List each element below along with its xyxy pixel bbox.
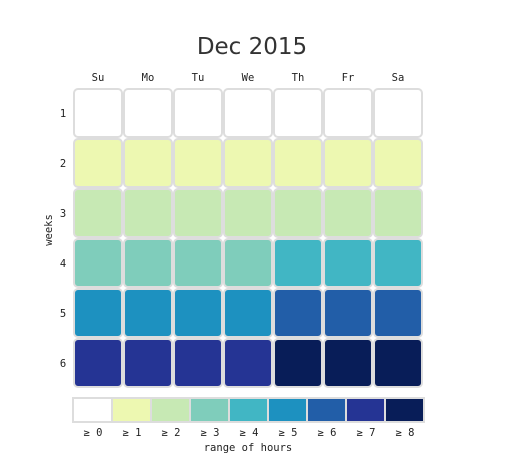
day-label-mo: Mo bbox=[142, 72, 155, 84]
chart-title: Dec 2015 bbox=[197, 34, 307, 60]
day-label-th: Th bbox=[292, 72, 305, 84]
legend-swatch bbox=[189, 397, 230, 423]
heatmap-cell bbox=[373, 188, 423, 238]
heatmap-cell bbox=[223, 188, 273, 238]
week-label-5: 5 bbox=[60, 308, 66, 320]
heatmap-cell bbox=[173, 288, 223, 338]
week-label-2: 2 bbox=[60, 158, 66, 170]
heatmap-cell bbox=[173, 338, 223, 388]
legend-label: ≥ 8 bbox=[396, 427, 415, 439]
heatmap-cell bbox=[123, 238, 173, 288]
heatmap-cell bbox=[123, 338, 173, 388]
legend-swatch bbox=[228, 397, 269, 423]
legend-swatch bbox=[345, 397, 386, 423]
heatmap-cell bbox=[73, 238, 123, 288]
heatmap-cell bbox=[323, 338, 373, 388]
legend-label: ≥ 6 bbox=[318, 427, 337, 439]
legend-swatch bbox=[150, 397, 191, 423]
heatmap-cell bbox=[173, 138, 223, 188]
heatmap-cell bbox=[273, 88, 323, 138]
heatmap-cell bbox=[73, 138, 123, 188]
heatmap-cell bbox=[373, 288, 423, 338]
day-label-sa: Sa bbox=[392, 72, 405, 84]
heatmap-cell bbox=[173, 238, 223, 288]
legend-swatch bbox=[384, 397, 425, 423]
heatmap-cell bbox=[123, 288, 173, 338]
legend-label: ≥ 3 bbox=[201, 427, 220, 439]
legend-label: ≥ 1 bbox=[123, 427, 142, 439]
legend-label: ≥ 7 bbox=[357, 427, 376, 439]
heatmap-cell bbox=[273, 138, 323, 188]
heatmap-cell bbox=[273, 188, 323, 238]
legend-label: ≥ 5 bbox=[279, 427, 298, 439]
week-label-3: 3 bbox=[60, 208, 66, 220]
day-label-we: We bbox=[242, 72, 255, 84]
legend-label: ≥ 4 bbox=[240, 427, 259, 439]
heatmap-cell bbox=[73, 288, 123, 338]
day-labels: Su Mo Tu We Th Fr Sa bbox=[92, 72, 405, 84]
legend-label: ≥ 2 bbox=[162, 427, 181, 439]
heatmap-cell bbox=[73, 188, 123, 238]
heatmap-cell bbox=[323, 288, 373, 338]
heatmap-cell bbox=[73, 338, 123, 388]
heatmap-cell bbox=[273, 288, 323, 338]
legend-title: range of hours bbox=[204, 442, 293, 454]
heatmap-cell bbox=[323, 88, 373, 138]
legend-swatch bbox=[306, 397, 347, 423]
heatmap-cells bbox=[73, 88, 423, 388]
heatmap-cell bbox=[373, 238, 423, 288]
heatmap-cell bbox=[273, 238, 323, 288]
legend: ≥ 0 ≥ 1 ≥ 2 ≥ 3 ≥ 4 ≥ 5 ≥ 6 ≥ 7 ≥ 8 bbox=[72, 397, 425, 439]
heatmap-cell bbox=[223, 88, 273, 138]
heatmap-cell bbox=[323, 188, 373, 238]
heatmap-cell bbox=[373, 88, 423, 138]
heatmap-cell bbox=[273, 338, 323, 388]
day-label-fr: Fr bbox=[342, 72, 355, 84]
heatmap-cell bbox=[373, 338, 423, 388]
heatmap-cell bbox=[223, 288, 273, 338]
day-label-tu: Tu bbox=[192, 72, 205, 84]
heatmap-cell bbox=[223, 338, 273, 388]
heatmap-cell bbox=[73, 88, 123, 138]
heatmap-cell bbox=[173, 188, 223, 238]
heatmap-cell bbox=[323, 238, 373, 288]
heatmap-cell bbox=[223, 238, 273, 288]
week-label-4: 4 bbox=[60, 258, 66, 270]
heatmap-cell bbox=[123, 138, 173, 188]
heatmap-cell bbox=[323, 138, 373, 188]
week-label-1: 1 bbox=[60, 108, 66, 120]
legend-swatch bbox=[72, 397, 113, 423]
legend-label: ≥ 0 bbox=[84, 427, 103, 439]
heatmap-cell bbox=[173, 88, 223, 138]
y-axis-title: weeks bbox=[43, 214, 55, 246]
week-labels: 1 2 3 4 5 6 bbox=[60, 108, 66, 370]
week-label-6: 6 bbox=[60, 358, 66, 370]
heatmap-cell bbox=[123, 188, 173, 238]
heatmap-cell bbox=[223, 138, 273, 188]
heatmap-cell bbox=[123, 88, 173, 138]
heatmap-cell bbox=[373, 138, 423, 188]
legend-swatch bbox=[267, 397, 308, 423]
day-label-su: Su bbox=[92, 72, 105, 84]
legend-swatch bbox=[111, 397, 152, 423]
